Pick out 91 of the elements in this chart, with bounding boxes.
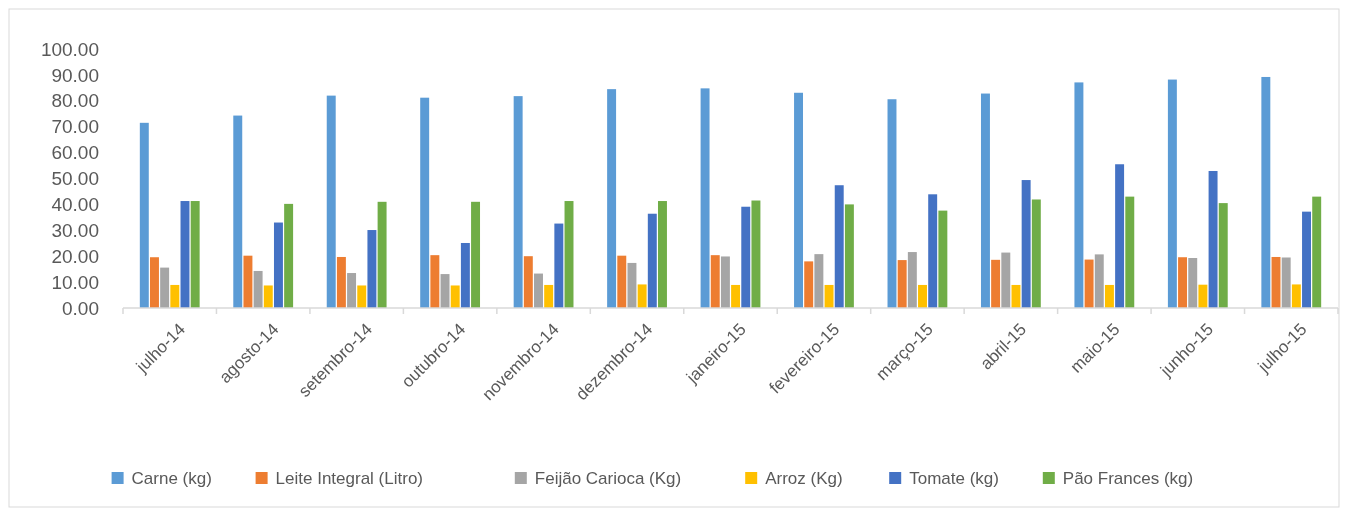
bar — [938, 210, 948, 308]
bar — [607, 89, 617, 308]
bar — [1125, 196, 1135, 308]
bar — [1094, 254, 1104, 308]
y-tick-label: 10.00 — [51, 271, 99, 293]
bar — [1188, 258, 1198, 308]
y-tick-label: 50.00 — [51, 168, 99, 190]
bar — [1074, 82, 1084, 308]
bar — [824, 284, 834, 308]
legend-label: Arroz (Kg) — [765, 468, 843, 488]
bar — [544, 284, 554, 308]
bar — [907, 252, 917, 308]
bar — [243, 255, 253, 308]
bar — [347, 273, 357, 308]
bar — [139, 122, 149, 308]
bar — [450, 285, 460, 308]
bar — [710, 255, 720, 308]
bar — [814, 254, 824, 308]
bar — [554, 223, 564, 308]
bar — [637, 284, 647, 308]
y-tick-label: 40.00 — [51, 194, 99, 216]
bar — [1302, 211, 1311, 308]
bar — [1312, 196, 1322, 308]
bar — [720, 256, 730, 308]
bar — [1021, 180, 1031, 308]
legend-label: Carne (kg) — [131, 468, 212, 488]
bar — [367, 230, 377, 308]
y-tick-label: 20.00 — [51, 245, 99, 267]
bar — [430, 255, 440, 308]
bar — [534, 273, 543, 308]
bar — [460, 242, 470, 308]
bar — [1198, 284, 1208, 308]
bar — [794, 92, 804, 308]
bar — [1001, 252, 1011, 308]
bar — [991, 259, 1001, 308]
bar — [150, 257, 159, 308]
bar — [336, 256, 346, 308]
bar — [647, 213, 657, 308]
bar — [1084, 259, 1094, 308]
bar — [804, 261, 814, 308]
bar — [897, 260, 907, 308]
bar — [1218, 203, 1228, 308]
bar — [657, 201, 667, 308]
bar — [731, 284, 741, 308]
bar — [1167, 79, 1177, 308]
bar — [263, 285, 273, 308]
bar — [1291, 284, 1301, 308]
bar — [233, 115, 243, 308]
bar — [834, 185, 844, 308]
bar — [741, 206, 751, 308]
y-tick-label: 60.00 — [51, 142, 99, 164]
bar — [1031, 199, 1041, 308]
bar — [513, 96, 523, 308]
bar — [928, 194, 938, 308]
bar — [253, 270, 263, 308]
bar — [751, 200, 761, 308]
bar — [190, 201, 200, 308]
bar — [617, 255, 627, 308]
bar — [420, 97, 430, 308]
bar — [700, 88, 710, 308]
bar — [523, 256, 533, 308]
y-tick-label: 70.00 — [51, 116, 99, 138]
legend-label: Tomate (kg) — [909, 468, 999, 488]
bar — [471, 201, 481, 308]
bar — [918, 284, 927, 308]
legend-label: Leite Integral (Litro) — [275, 468, 424, 488]
bar — [1261, 76, 1271, 308]
bar — [160, 267, 170, 308]
y-tick-label: 80.00 — [51, 90, 99, 112]
bar — [357, 285, 367, 308]
bar — [1178, 257, 1188, 308]
bar — [377, 201, 387, 308]
bar — [273, 222, 283, 308]
bar — [844, 204, 854, 308]
bar — [326, 95, 336, 308]
bar — [284, 203, 294, 308]
legend-label: Feijão Carioca (Kg) — [534, 468, 682, 488]
bar — [1208, 170, 1218, 308]
bar — [170, 284, 180, 308]
legend-label: Pão Frances (kg) — [1062, 468, 1194, 488]
bar — [980, 93, 990, 308]
y-tick-label: 100.00 — [40, 38, 99, 60]
bar — [1104, 284, 1114, 308]
bar — [1011, 284, 1021, 308]
y-tick-label: 30.00 — [51, 219, 99, 241]
y-tick-label: 0.00 — [62, 297, 99, 319]
bar — [1115, 164, 1125, 308]
bar — [440, 274, 450, 308]
bar — [627, 262, 637, 308]
bar — [1281, 257, 1291, 308]
y-tick-label: 90.00 — [51, 64, 99, 86]
